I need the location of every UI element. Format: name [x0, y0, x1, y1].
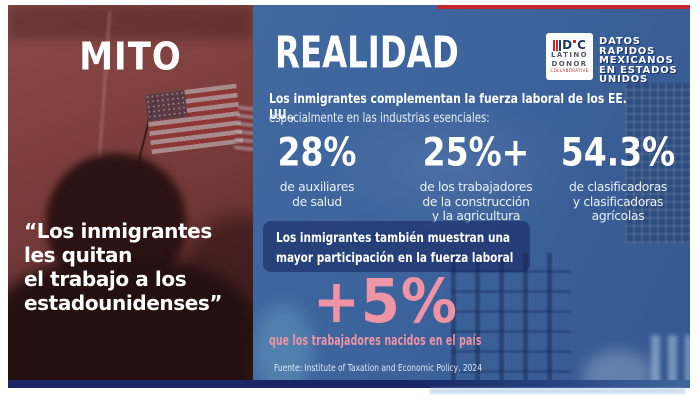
worker-blur-left	[253, 305, 313, 388]
logo-bar-icon	[553, 39, 556, 51]
stat-caption: de clasificadoras y clasificadoras agríc…	[568, 180, 668, 223]
building-silhouette	[625, 83, 690, 243]
reality-title: REALIDAD	[275, 29, 459, 79]
stat-caption: de auxiliares de salud	[279, 180, 355, 209]
stat-graders-sorters: 54.3% de clasificadoras y clasificadoras…	[548, 129, 688, 224]
photo-shadow-band	[8, 5, 253, 39]
infographic-canvas: MITO “Los inmigrantes les quitan el trab…	[8, 5, 690, 388]
photo-bleed-strip	[430, 388, 685, 394]
person-shoulders-silhouette	[8, 257, 253, 388]
us-flag-graphic	[144, 83, 244, 155]
logo-latino-label: LATINO	[551, 51, 588, 59]
myth-title: MITO	[79, 35, 182, 80]
photo-light-streaks	[651, 335, 690, 388]
stat-health-aides: 28% de auxiliares de salud	[257, 129, 377, 209]
logo-bar-icon	[559, 39, 562, 51]
top-red-accent-line	[437, 5, 690, 9]
ldc-logo-mark-icon: D C	[553, 39, 586, 51]
logo-donor-label: DONOR	[551, 59, 588, 68]
stat-value: 25%+	[422, 129, 530, 176]
myth-quote: “Los inmigrantes les quitan el trabajo a…	[24, 219, 223, 315]
intro-bold-line: Los inmigrantes complementan la fuerza l…	[269, 91, 627, 123]
scaffolding-graphic	[451, 253, 571, 388]
bottom-navy-bar	[8, 380, 690, 388]
participation-note: Los inmigrantes también muestran una may…	[276, 230, 514, 266]
stat-value: 54.3%	[560, 129, 676, 176]
myth-panel: MITO “Los inmigrantes les quitan el trab…	[8, 5, 253, 388]
stat-construction-agriculture: 25%+ de los trabajadores de la construcc…	[406, 129, 546, 224]
series-badge: DATOS RAPIDOS MEXICANOS EN ESTADOS UNIDO…	[599, 36, 678, 85]
participation-value: +5%	[313, 267, 458, 338]
flag-canton-graphic	[144, 89, 188, 122]
intro-regular-line: especialmente en las industrias esencial…	[269, 111, 490, 126]
logo-bar-icon	[556, 39, 559, 51]
participation-note-box: Los inmigrantes también muestran una may…	[263, 221, 530, 272]
stats-row: 28% de auxiliares de salud 25%+ de los t…	[253, 129, 690, 239]
reality-panel: REALIDAD D C LATINO DONOR COLLABORATIVE …	[253, 5, 690, 388]
stat-value: 28%	[277, 129, 357, 176]
source-citation: Fuente: Institute of Taxation and Econom…	[274, 363, 482, 374]
logo-collaborative-label: COLLABORATIVE	[550, 68, 589, 73]
logo-tick-icon	[573, 40, 577, 43]
logo-letter-d: D	[562, 37, 573, 52]
photo-haze	[313, 95, 593, 235]
participation-caption: que los trabajadores nacidos en el país	[269, 333, 482, 349]
ldc-logo: D C LATINO DONOR COLLABORATIVE	[546, 33, 593, 80]
stat-caption: de los trabajadores de la construcción y…	[419, 180, 533, 223]
logo-letter-c: C	[577, 37, 586, 52]
